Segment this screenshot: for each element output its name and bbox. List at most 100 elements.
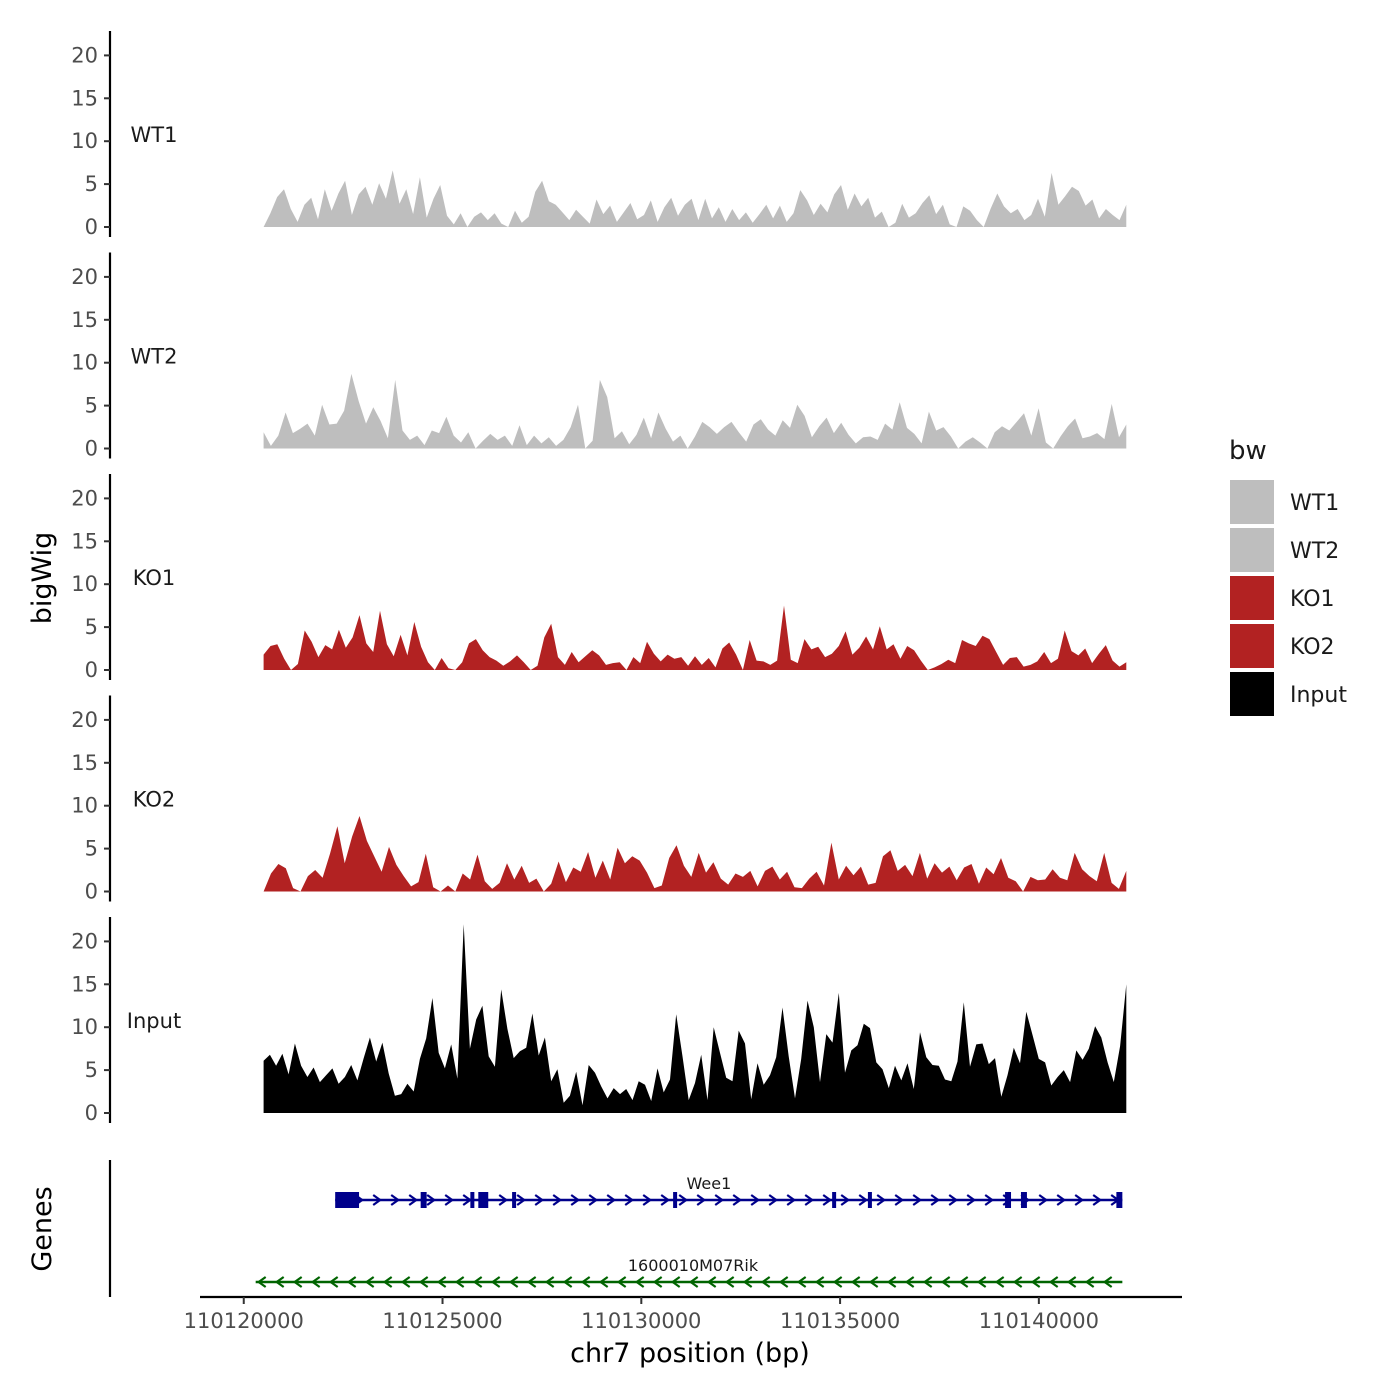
track-y-tick-label: 20 — [71, 708, 98, 732]
strand-arrow — [760, 1276, 771, 1288]
gene-exon — [832, 1192, 837, 1208]
track-y-tick-label: 0 — [85, 437, 98, 461]
track-ko1: 0 5 10 15 20 KO1 — [71, 474, 1127, 682]
legend-item-ko2: KO2 — [1230, 624, 1335, 668]
x-tick-label: 110125000 — [382, 1309, 502, 1333]
strand-arrow — [904, 1276, 915, 1288]
legend-label: KO1 — [1290, 587, 1335, 612]
x-axis: 110120000 110125000 110130000 110135000 1101… — [184, 1295, 1182, 1333]
strand-arrow — [652, 1276, 663, 1288]
strand-arrow — [678, 1194, 689, 1206]
strand-arrow — [562, 1276, 573, 1288]
track-y-tick-label: 15 — [71, 308, 98, 332]
track-area-wt2 — [263, 373, 1127, 449]
track-y-tick-label: 0 — [85, 215, 98, 239]
strand-arrow — [1030, 1276, 1041, 1288]
y-axis-title: bigWig — [27, 532, 58, 625]
track-y-tick-label: 15 — [71, 972, 98, 996]
strand-arrow — [894, 1194, 905, 1206]
strand-arrow — [876, 1194, 887, 1206]
strand-arrow — [616, 1276, 627, 1288]
gene-exon — [1005, 1192, 1012, 1208]
strand-arrow — [1074, 1194, 1085, 1206]
track-area-ko2 — [263, 816, 1127, 892]
strand-arrow — [1012, 1276, 1023, 1288]
strand-arrow — [912, 1194, 923, 1206]
legend-swatch — [1230, 672, 1274, 716]
track-input: 0 5 10 15 20 Input — [71, 917, 1127, 1125]
strand-arrow — [940, 1276, 951, 1288]
strand-arrow — [454, 1276, 465, 1288]
strand-arrow — [534, 1194, 545, 1206]
strand-arrow — [310, 1276, 321, 1288]
track-y-tick-label: 10 — [71, 1015, 98, 1039]
genes-layer: Wee1 1600010M07Rik — [108, 1160, 1123, 1297]
strand-arrow — [994, 1276, 1005, 1288]
track-label: KO1 — [133, 566, 176, 590]
strand-arrow — [886, 1276, 897, 1288]
strand-arrow — [408, 1194, 419, 1206]
track-area-input — [263, 924, 1127, 1113]
x-tick-label: 110120000 — [184, 1309, 304, 1333]
strand-arrow — [606, 1194, 617, 1206]
strand-arrow — [274, 1276, 285, 1288]
gene-exon — [478, 1192, 489, 1208]
track-y-tick-label: 20 — [71, 929, 98, 953]
strand-arrow — [256, 1276, 267, 1288]
strand-arrow — [580, 1276, 591, 1288]
strand-arrow — [858, 1194, 869, 1206]
strand-arrow — [1092, 1194, 1103, 1206]
strand-arrow — [462, 1194, 473, 1206]
track-y-tick-label: 5 — [85, 394, 98, 418]
strand-arrow — [660, 1194, 671, 1206]
track-y-tick-label: 5 — [85, 172, 98, 196]
gene-exon — [673, 1192, 678, 1208]
strand-arrow — [364, 1276, 375, 1288]
strand-arrow — [544, 1276, 555, 1288]
track-wt1: 0 5 10 15 20 WT1 — [71, 31, 1127, 239]
strand-arrow — [840, 1194, 851, 1206]
track-y-tick-label: 20 — [71, 486, 98, 510]
strand-arrow — [328, 1276, 339, 1288]
track-ko2: 0 5 10 15 20 KO2 — [71, 695, 1127, 904]
track-y-tick-label: 15 — [71, 751, 98, 775]
strand-arrow — [516, 1194, 527, 1206]
strand-arrow — [976, 1276, 987, 1288]
strand-arrow — [1084, 1276, 1095, 1288]
legend-label: WT1 — [1290, 491, 1339, 516]
track-y-tick-label: 15 — [71, 529, 98, 553]
strand-arrow — [444, 1194, 455, 1206]
track-label: KO2 — [133, 788, 176, 812]
strand-arrow — [796, 1276, 807, 1288]
tracks-layer: 0 5 10 15 20 WT1 0 5 10 15 20 WT2 0 5 10 15 20 KO1 0 5 10 15 2… — [71, 31, 1127, 1125]
legend-label: KO2 — [1290, 635, 1335, 660]
track-y-tick-label: 10 — [71, 351, 98, 375]
track-y-tick-label: 10 — [71, 572, 98, 596]
strand-arrow — [930, 1194, 941, 1206]
gene-exon — [1020, 1192, 1027, 1208]
strand-arrow — [426, 1194, 437, 1206]
strand-arrow — [750, 1194, 761, 1206]
strand-arrow — [642, 1194, 653, 1206]
strand-arrow — [850, 1276, 861, 1288]
strand-arrow — [508, 1276, 519, 1288]
strand-arrow — [984, 1194, 995, 1206]
gene-exon — [867, 1192, 872, 1208]
legend-item-ko1: KO1 — [1230, 576, 1335, 620]
track-y-tick-label: 5 — [85, 837, 98, 861]
track-area-wt1 — [263, 170, 1127, 227]
gene-exon — [420, 1192, 427, 1208]
strand-arrow — [706, 1276, 717, 1288]
strand-arrow — [526, 1276, 537, 1288]
strand-arrow — [688, 1276, 699, 1288]
strand-arrow — [966, 1194, 977, 1206]
strand-arrow — [948, 1194, 959, 1206]
track-y-tick-label: 5 — [85, 1058, 98, 1082]
strand-arrow — [400, 1276, 411, 1288]
strand-arrow — [624, 1194, 635, 1206]
track-label: WT1 — [131, 123, 178, 147]
track-y-tick-label: 0 — [85, 1101, 98, 1125]
strand-arrow — [1056, 1194, 1067, 1206]
